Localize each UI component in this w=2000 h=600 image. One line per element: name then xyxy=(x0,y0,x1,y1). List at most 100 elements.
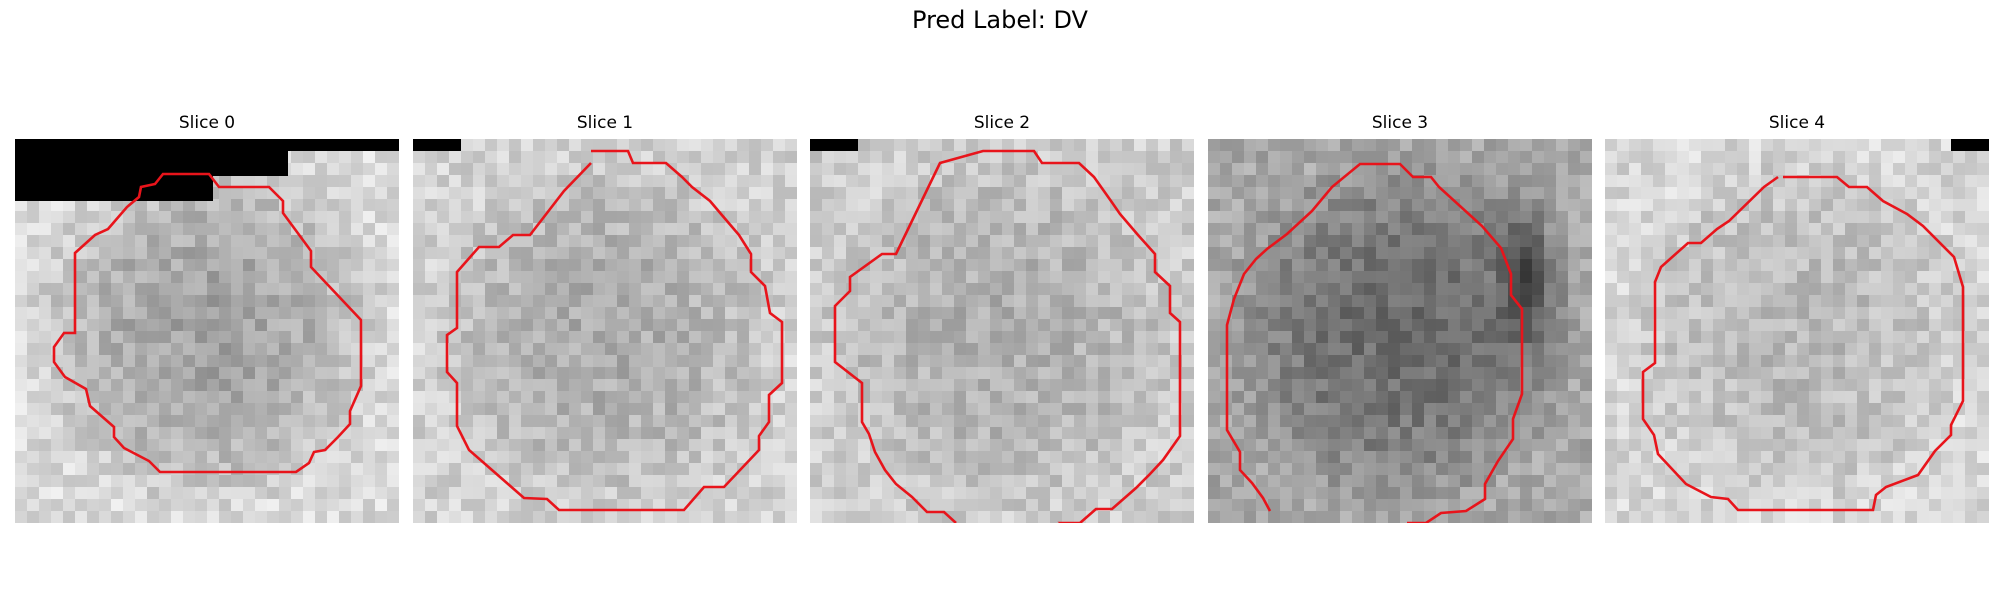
pixel-cell xyxy=(1617,211,1630,224)
pixel-cell xyxy=(870,319,883,332)
pixel-cell xyxy=(1110,307,1123,320)
pixel-cell xyxy=(15,499,28,512)
pixel-cell xyxy=(966,259,979,272)
pixel-cell xyxy=(1220,223,1233,236)
pixel-cell xyxy=(677,343,690,356)
pixel-cell xyxy=(425,451,438,464)
pixel-cell xyxy=(569,475,582,488)
pixel-cell xyxy=(1653,427,1666,440)
pixel-cell xyxy=(1158,343,1171,356)
pixel-cell xyxy=(1532,391,1545,404)
pixel-cell xyxy=(557,199,570,212)
pixel-cell xyxy=(918,319,931,332)
pixel-cell xyxy=(1364,379,1377,392)
pixel-cell xyxy=(1568,451,1581,464)
pixel-cell xyxy=(1110,475,1123,488)
pixel-cell xyxy=(1122,367,1135,380)
pixel-cell xyxy=(1881,403,1894,416)
pixel-cell xyxy=(1833,199,1846,212)
pixel-cell xyxy=(1869,307,1882,320)
pixel-cell xyxy=(1436,319,1449,332)
pixel-cell xyxy=(689,295,702,308)
pixel-cell xyxy=(63,271,76,284)
pixel-cell xyxy=(533,235,546,248)
pixel-cell xyxy=(1110,259,1123,272)
pixel-cell xyxy=(1146,283,1159,296)
pixel-cell xyxy=(990,211,1003,224)
pixel-cell xyxy=(785,487,797,500)
pixel-cell xyxy=(449,307,462,320)
pixel-cell xyxy=(1605,235,1618,248)
pixel-cell xyxy=(1472,427,1485,440)
pixel-cell xyxy=(629,235,642,248)
pixel-cell xyxy=(147,391,160,404)
pixel-cell xyxy=(894,175,907,188)
pixel-cell xyxy=(785,283,797,296)
pixel-cell xyxy=(858,199,871,212)
pixel-cell xyxy=(1122,475,1135,488)
pixel-cell xyxy=(966,451,979,464)
pixel-cell xyxy=(1086,367,1099,380)
pixel-cell xyxy=(1436,271,1449,284)
pixel-cell xyxy=(773,223,786,236)
pixel-cell xyxy=(1122,235,1135,248)
pixel-cell xyxy=(15,391,28,404)
pixel-cell xyxy=(593,475,606,488)
pixel-cell xyxy=(1544,415,1557,428)
pixel-cell xyxy=(1412,343,1425,356)
pixel-cell xyxy=(351,499,364,512)
pixel-cell xyxy=(135,223,148,236)
pixel-cell xyxy=(303,211,316,224)
pixel-cell xyxy=(1677,187,1690,200)
pixel-cell xyxy=(1280,511,1293,523)
pixel-cell xyxy=(1448,415,1461,428)
pixel-cell xyxy=(87,511,100,523)
pixel-cell xyxy=(147,475,160,488)
pixel-cell xyxy=(1580,427,1592,440)
pixel-cell xyxy=(773,427,786,440)
pixel-cell xyxy=(195,415,208,428)
pixel-cell xyxy=(1785,139,1798,152)
pixel-cell xyxy=(279,235,292,248)
pixel-cell xyxy=(810,199,823,212)
pixel-cell xyxy=(1062,187,1075,200)
pixel-cell xyxy=(135,283,148,296)
pixel-cell xyxy=(1677,427,1690,440)
pixel-cell xyxy=(966,463,979,476)
pixel-cell xyxy=(1050,247,1063,260)
pixel-cell xyxy=(135,355,148,368)
pixel-cell xyxy=(1316,427,1329,440)
pixel-cell xyxy=(159,439,172,452)
pixel-cell xyxy=(1472,475,1485,488)
pixel-cell xyxy=(267,307,280,320)
pixel-cell xyxy=(785,343,797,356)
pixel-cell xyxy=(557,379,570,392)
pixel-cell xyxy=(1484,463,1497,476)
pixel-cell xyxy=(593,139,606,152)
pixel-cell xyxy=(1182,487,1194,500)
pixel-cell xyxy=(1725,331,1738,344)
pixel-cell xyxy=(135,427,148,440)
pixel-cell xyxy=(1412,451,1425,464)
pixel-cell xyxy=(581,283,594,296)
pixel-cell xyxy=(1316,295,1329,308)
pixel-cell xyxy=(473,139,486,152)
pixel-cell xyxy=(858,511,871,523)
pixel-cell xyxy=(1050,139,1063,152)
pixel-cell xyxy=(1038,187,1051,200)
pixel-cell xyxy=(1256,427,1269,440)
pixel-cell xyxy=(1869,175,1882,188)
pixel-cell xyxy=(665,151,678,164)
pixel-cell xyxy=(1941,139,1954,152)
pixel-cell xyxy=(1605,319,1618,332)
pixel-cell xyxy=(243,259,256,272)
pixel-cell xyxy=(375,331,388,344)
pixel-cell xyxy=(761,175,774,188)
pixel-cell xyxy=(1110,139,1123,152)
pixel-cell xyxy=(653,463,666,476)
pixel-cell xyxy=(605,391,618,404)
pixel-cell xyxy=(231,403,244,416)
pixel-cell xyxy=(569,451,582,464)
pixel-cell xyxy=(617,487,630,500)
pixel-cell xyxy=(846,331,859,344)
